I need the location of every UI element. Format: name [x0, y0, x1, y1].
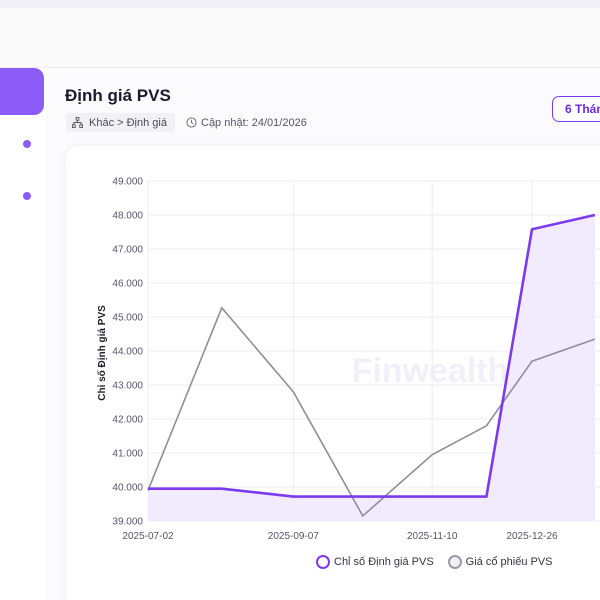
- x-tick-label: 2025-07-02: [122, 531, 174, 542]
- y-tick-label: 40.000: [112, 483, 143, 494]
- y-tick-label: 41.000: [112, 449, 143, 460]
- x-tick-label: 2025-11-10: [407, 531, 458, 542]
- sitemap-icon: [72, 117, 83, 128]
- x-tick-label: 2025-09-07: [268, 531, 320, 542]
- y-tick-label: 49.000: [112, 177, 143, 188]
- legend-item-price[interactable]: Giá cổ phiếu PVS: [447, 555, 553, 569]
- y-tick-label: 39.000: [112, 517, 143, 528]
- legend-swatch-valuation: [316, 555, 330, 569]
- y-tick-label: 46.000: [112, 279, 143, 290]
- sidebar: [0, 68, 46, 600]
- breadcrumb[interactable]: Khác > Định giá: [66, 113, 175, 132]
- legend-item-valuation[interactable]: Chỉ số Định giá PVS: [316, 555, 434, 569]
- chart-legend: Chỉ số Định giá PVS Giá cổ phiếu PVS: [316, 555, 567, 569]
- sidebar-item-active[interactable]: [0, 68, 44, 115]
- valuation-area: [148, 215, 595, 521]
- series-line-price: [147, 306, 596, 518]
- sidebar-item-dot[interactable]: [23, 192, 31, 200]
- legend-label-price: Giá cổ phiếu PVS: [465, 556, 553, 568]
- breadcrumb-label: Khác > Định giá: [89, 116, 167, 129]
- y-tick-label: 42.000: [112, 415, 143, 426]
- y-tick-label: 43.000: [112, 381, 143, 392]
- updated-info: Cập nhật: 24/01/2026: [186, 113, 307, 132]
- y-tick-label: 48.000: [112, 211, 143, 222]
- period-button[interactable]: 6 Tháng: [552, 96, 600, 122]
- y-tick-label: 45.000: [112, 313, 143, 324]
- top-bar: [0, 0, 600, 68]
- top-strip: [0, 0, 600, 8]
- y-tick-label: 44.000: [112, 347, 143, 358]
- chart-watermark: Finwealth: [352, 352, 509, 390]
- updated-label: Cập nhật: 24/01/2026: [201, 116, 307, 129]
- sidebar-item-dot[interactable]: [23, 140, 31, 148]
- page-title: Định giá PVS: [65, 86, 171, 105]
- x-axis-ticks: 2025-07-02 2025-09-07 2025-11-10 2025-12-26: [122, 531, 558, 542]
- legend-swatch-price: [447, 555, 462, 569]
- y-axis-label: Chỉ số Định giá PVS: [96, 305, 108, 401]
- clock-icon: [186, 117, 197, 128]
- legend-label-valuation: Chỉ số Định giá PVS: [334, 556, 434, 568]
- y-axis-ticks: 39.000 40.000 41.000 42.000 43.000 44.000 45.0…: [112, 177, 143, 528]
- series-line-valuation: [148, 213, 596, 498]
- y-tick-label: 47.000: [112, 245, 143, 256]
- x-tick-label: 2025-12-26: [506, 531, 558, 542]
